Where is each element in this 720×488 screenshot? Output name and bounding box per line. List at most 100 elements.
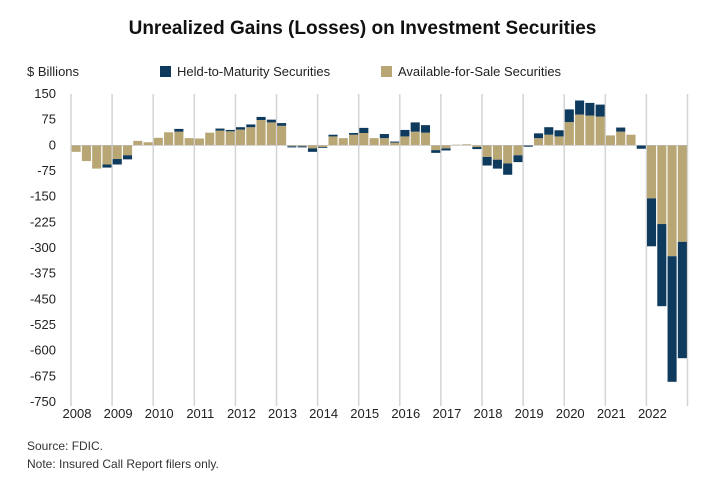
bar-afs	[122, 145, 133, 156]
x-tick-label: 2010	[145, 406, 174, 421]
chart-title: Unrealized Gains (Losses) on Investment …	[128, 18, 597, 39]
legend-item-htm: Held-to-Maturity Securities	[160, 64, 330, 79]
x-tick-label: 2017	[432, 406, 461, 421]
bar-afs	[359, 133, 369, 146]
bar-afs	[164, 132, 174, 146]
bar-htm	[266, 119, 276, 123]
bar-htm	[647, 198, 657, 247]
bar-htm	[503, 163, 513, 175]
bar-afs	[287, 145, 297, 147]
bar-htm	[554, 130, 564, 137]
bar-afs	[174, 131, 184, 146]
bar-htm	[636, 145, 646, 149]
bar-htm	[236, 127, 246, 130]
x-tick-label: 2016	[391, 406, 420, 421]
bar-afs	[595, 116, 605, 146]
bar-htm	[390, 141, 400, 143]
bar-afs	[92, 145, 102, 169]
bar-afs	[318, 145, 328, 148]
bar-afs	[194, 138, 204, 146]
x-tick-label: 2019	[515, 406, 544, 421]
bar-afs	[266, 122, 276, 146]
y-tick-label: -75	[37, 163, 56, 178]
bar-afs	[482, 145, 492, 157]
bar-htm	[112, 159, 122, 165]
bar-htm	[492, 159, 502, 169]
bar-afs	[533, 138, 544, 146]
bar-afs	[236, 129, 246, 146]
bar-htm	[431, 150, 441, 153]
y-axis-label: $ Billions	[27, 64, 80, 79]
bar-afs	[133, 140, 143, 146]
bar-afs	[153, 137, 163, 146]
y-tick-label: 0	[49, 137, 56, 152]
bar-afs	[112, 145, 122, 160]
bar-afs	[667, 145, 677, 257]
legend-swatch-htm	[160, 66, 171, 77]
bar-afs	[71, 145, 81, 152]
x-tick-label: 2009	[104, 406, 133, 421]
x-tick-label: 2015	[350, 406, 379, 421]
bar-htm	[297, 146, 307, 148]
y-tick-label: 75	[42, 112, 56, 127]
bar-htm	[277, 123, 287, 126]
bar-afs	[616, 131, 626, 146]
bar-afs	[400, 136, 410, 146]
y-tick-label: -300	[30, 240, 56, 255]
x-tick-label: 2008	[63, 406, 92, 421]
bar-htm	[225, 129, 235, 132]
bar-afs	[143, 142, 153, 146]
bar-htm	[523, 145, 533, 147]
bar-htm	[575, 100, 585, 115]
bar-afs	[472, 145, 482, 148]
bar-htm	[122, 155, 133, 160]
bar-afs	[328, 136, 338, 146]
bar-afs	[462, 144, 472, 146]
bar-afs	[297, 145, 307, 147]
bar-afs	[513, 145, 523, 156]
source-note: Source: FDIC.	[27, 439, 104, 453]
x-tick-label: 2020	[556, 406, 585, 421]
bar-htm	[585, 102, 595, 116]
bar-afs	[369, 138, 379, 146]
bar-afs	[102, 145, 112, 165]
bar-htm	[359, 127, 369, 134]
y-tick-label: -225	[30, 214, 56, 229]
bar-afs	[441, 145, 451, 149]
x-tick-label: 2022	[638, 406, 667, 421]
bar-htm	[349, 133, 359, 135]
bar-htm	[420, 125, 431, 133]
legend-swatch-afs	[381, 66, 392, 77]
bar-htm	[482, 156, 492, 166]
bar-htm	[318, 147, 328, 148]
bar-htm	[328, 134, 338, 137]
bar-htm	[379, 134, 389, 139]
y-tick-label: -600	[30, 343, 56, 358]
bar-afs	[503, 145, 513, 164]
legend-label-afs: Available-for-Sale Securities	[398, 64, 562, 79]
bar-htm	[102, 164, 112, 168]
bar-htm	[307, 148, 317, 152]
bar-htm	[533, 133, 544, 139]
y-tick-label: -375	[30, 266, 56, 281]
x-tick-label: 2018	[474, 406, 503, 421]
legend-label-htm: Held-to-Maturity Securities	[177, 64, 331, 79]
bar-htm	[677, 241, 687, 359]
bar-htm	[410, 122, 420, 132]
y-tick-label: -750	[30, 394, 56, 409]
bar-afs	[390, 142, 400, 146]
x-tick-label: 2014	[309, 406, 338, 421]
x-tick-label: 2011	[186, 406, 214, 421]
x-tick-label: 2012	[227, 406, 256, 421]
bar-afs	[410, 131, 420, 146]
x-tick-label: 2021	[597, 406, 626, 421]
bar-afs	[215, 130, 225, 146]
x-tick-label: 2013	[268, 406, 297, 421]
bar-afs	[677, 145, 687, 242]
bar-htm	[215, 128, 225, 131]
bar-afs	[246, 127, 256, 146]
bar-afs	[554, 136, 564, 146]
bar-afs	[575, 114, 585, 146]
bar-afs	[657, 145, 667, 225]
